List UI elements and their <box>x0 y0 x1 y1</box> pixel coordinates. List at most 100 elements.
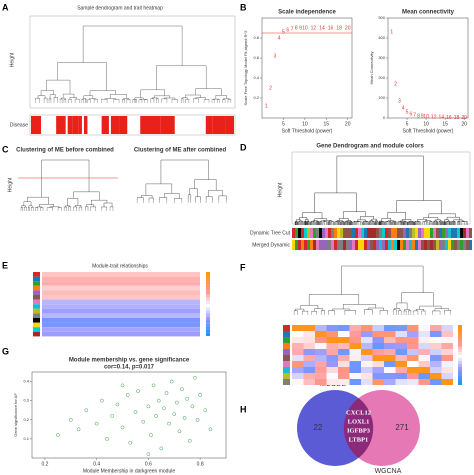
module-color <box>463 228 466 238</box>
point-label: 7 <box>291 26 294 32</box>
heatmap-cell <box>418 325 430 331</box>
module-swatch <box>33 318 40 323</box>
heatmap-cell <box>384 355 396 361</box>
x-axis-label: Module Membership in darkgreen module <box>83 468 175 474</box>
heatmap-cell <box>441 343 453 349</box>
heatmap-cell <box>349 343 361 349</box>
module-color <box>304 240 307 250</box>
heatmap-cell <box>315 373 327 379</box>
heatmap-cell <box>430 343 442 349</box>
heatmap-cell <box>303 373 315 379</box>
dendrogram-branch <box>311 311 317 312</box>
point <box>172 412 177 416</box>
dendrogram-branch <box>67 198 79 206</box>
heatmap-cell <box>292 355 304 361</box>
dendrogram-branch <box>134 97 144 100</box>
module-color <box>376 240 379 250</box>
dendrogram-branch <box>160 159 209 184</box>
point-label: 2 <box>394 81 397 87</box>
dendrogram-branch <box>374 220 378 222</box>
dendrogram-branch <box>101 99 108 100</box>
module-color <box>424 228 427 238</box>
dendrogram-branch <box>424 220 432 222</box>
heatmap-cell <box>418 349 430 355</box>
heatmap-cell <box>441 379 453 385</box>
point <box>175 400 179 405</box>
dendrogram-branch <box>314 218 327 221</box>
module-color <box>430 228 433 238</box>
dendrogram-branch <box>82 25 183 66</box>
dendrogram-branch <box>434 308 450 311</box>
module-color <box>397 228 400 238</box>
dendrogram-branch <box>308 294 359 306</box>
x-tick-label: 0.6 <box>145 461 152 467</box>
band-label: Merged Dynamic <box>252 242 290 248</box>
dendrogram-branch <box>68 99 72 100</box>
module-color <box>313 228 316 238</box>
panel-title: Module-trait relationships <box>92 263 148 269</box>
dendrogram-branch <box>40 90 54 96</box>
point <box>203 408 208 413</box>
dendrogram-branch <box>335 220 340 222</box>
heatmap-cell <box>292 367 304 373</box>
module-swatch <box>283 379 290 385</box>
point-label: 14 <box>439 115 445 121</box>
module-color <box>292 228 295 238</box>
dendrogram-branch <box>379 310 388 312</box>
heatmap-cell <box>326 373 338 379</box>
module-color <box>361 228 364 238</box>
module-swatch <box>33 290 40 295</box>
module-color <box>343 240 346 250</box>
point <box>120 383 125 388</box>
plot-frame <box>261 17 353 119</box>
color-scale <box>458 352 462 355</box>
dendrogram-branch <box>141 195 153 199</box>
color-scale <box>206 281 210 285</box>
module-color <box>370 228 373 238</box>
heatmap-cell <box>384 331 396 337</box>
module-swatch <box>283 331 290 337</box>
heatmap-cell <box>441 373 453 379</box>
module-color <box>298 240 301 250</box>
heatmap-cell <box>349 373 361 379</box>
x-tick-label: 0.4 <box>93 461 100 467</box>
dendrogram-branch <box>328 310 335 312</box>
heatmap-cell <box>384 343 396 349</box>
y-tick-label: 0.2 <box>253 95 259 100</box>
dendrogram-branch <box>344 310 356 312</box>
heatmap-cell <box>303 367 315 373</box>
point-label: 18 <box>454 115 460 121</box>
axis-label: Height <box>9 52 15 67</box>
heatmap-cell <box>361 355 373 361</box>
dendrogram-branch <box>53 97 58 100</box>
heatmap-cell <box>407 325 419 331</box>
module-color <box>466 228 469 238</box>
y-tick-label: 0.4 <box>253 75 259 80</box>
dendrogram-branch <box>43 97 48 100</box>
dendrogram-branch <box>36 206 43 208</box>
module-color <box>373 228 376 238</box>
panel-label: C <box>2 144 9 154</box>
trait-cell <box>78 116 82 134</box>
color-scale <box>458 337 462 340</box>
axis-label: Height <box>277 182 283 197</box>
heatmap-cell <box>441 349 453 355</box>
dendrogram-branch <box>28 205 33 208</box>
module-color <box>325 240 328 250</box>
dendrogram-branch <box>83 95 94 99</box>
point-label: 4 <box>402 106 405 112</box>
heatmap-cell <box>430 337 442 343</box>
dendrogram-branch <box>89 90 116 96</box>
heatmap-cell <box>441 355 453 361</box>
point-label: 18 <box>336 25 342 31</box>
heatmap-cell <box>430 373 442 379</box>
module-color <box>352 240 355 250</box>
point <box>162 406 166 411</box>
dendrogram-branch <box>73 206 77 208</box>
heatmap-cell <box>326 379 338 385</box>
x-axis-label: Soft Threshold (power) <box>282 128 333 134</box>
module-swatch <box>283 355 290 361</box>
dendrogram-branch <box>140 89 165 98</box>
heatmap-cell <box>430 379 442 385</box>
module-color <box>406 240 409 250</box>
